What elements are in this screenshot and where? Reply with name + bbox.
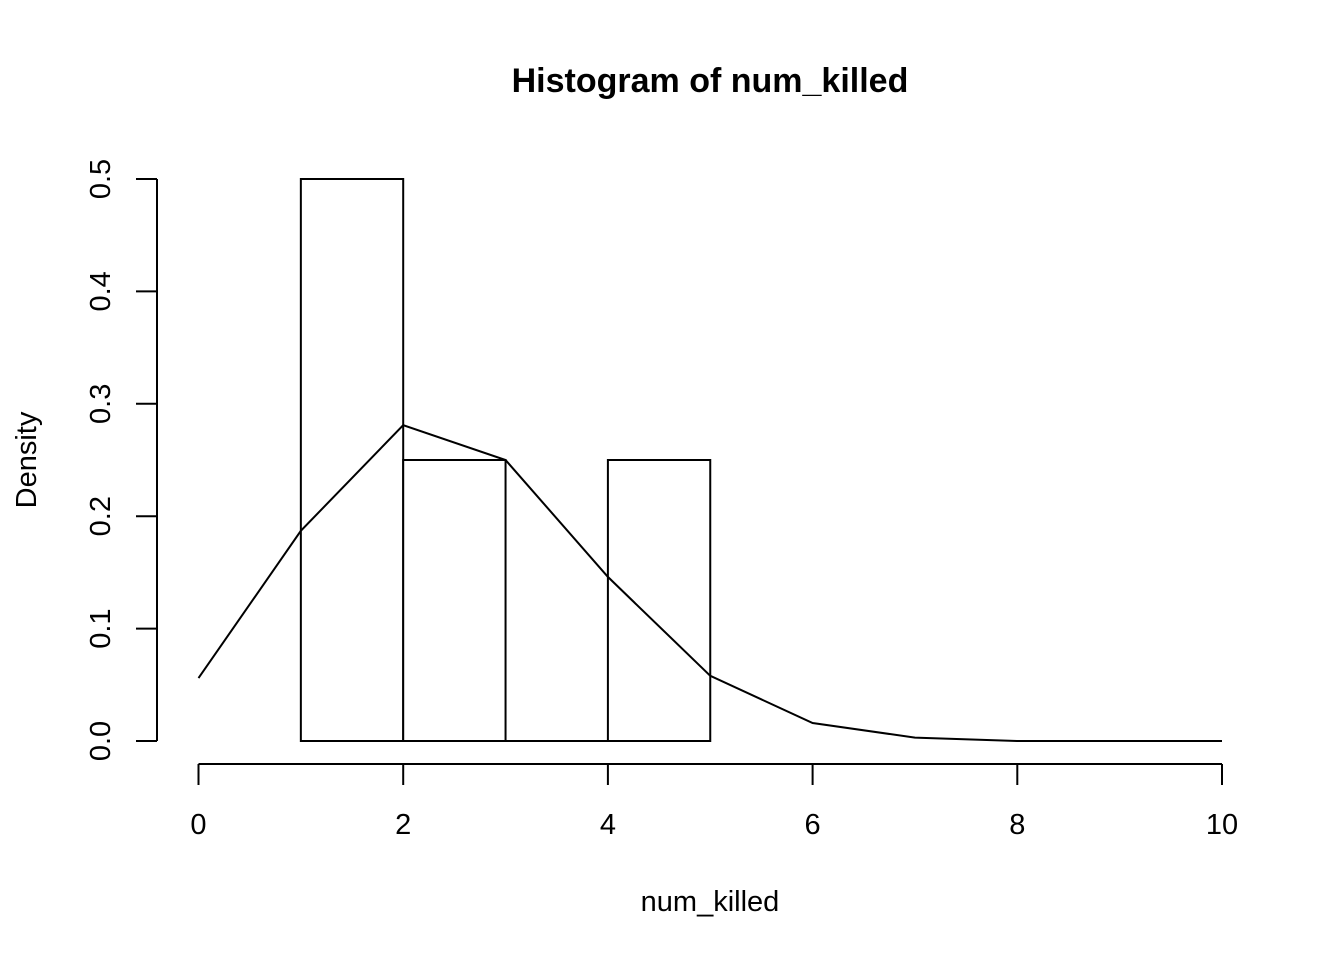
y-tick-label-0: 0.0	[85, 721, 117, 761]
x-tick-label-2: 4	[600, 809, 616, 841]
x-tick-label-0: 0	[190, 809, 206, 841]
y-tick-label-2: 0.2	[85, 496, 117, 536]
x-tick-label-1: 2	[395, 809, 411, 841]
histogram-bar-3	[606, 459, 712, 742]
y-tick-label-1: 0.1	[85, 608, 117, 648]
y-axis-label: Density	[11, 411, 43, 508]
y-tick-label-4: 0.4	[85, 271, 117, 311]
density-line	[197, 424, 1222, 742]
x-tick-label-3: 6	[805, 809, 821, 841]
density-curve	[197, 424, 1222, 742]
x-axis: 0 2 4 6 8 10	[190, 763, 1238, 841]
x-tick-label-5: 10	[1206, 809, 1238, 841]
histogram-bar-1	[402, 459, 507, 742]
y-tick-label-3: 0.3	[85, 384, 117, 424]
y-tick-label-5: 0.5	[85, 159, 117, 199]
histogram-bar-0	[299, 178, 405, 742]
histogram-bars	[299, 178, 712, 742]
x-axis-label: num_killed	[641, 886, 780, 918]
x-tick-label-4: 8	[1009, 809, 1025, 841]
y-axis: 0.0 0.1 0.2 0.3 0.4 0.5	[85, 159, 158, 761]
chart-title: Histogram of num_killed	[512, 62, 909, 100]
